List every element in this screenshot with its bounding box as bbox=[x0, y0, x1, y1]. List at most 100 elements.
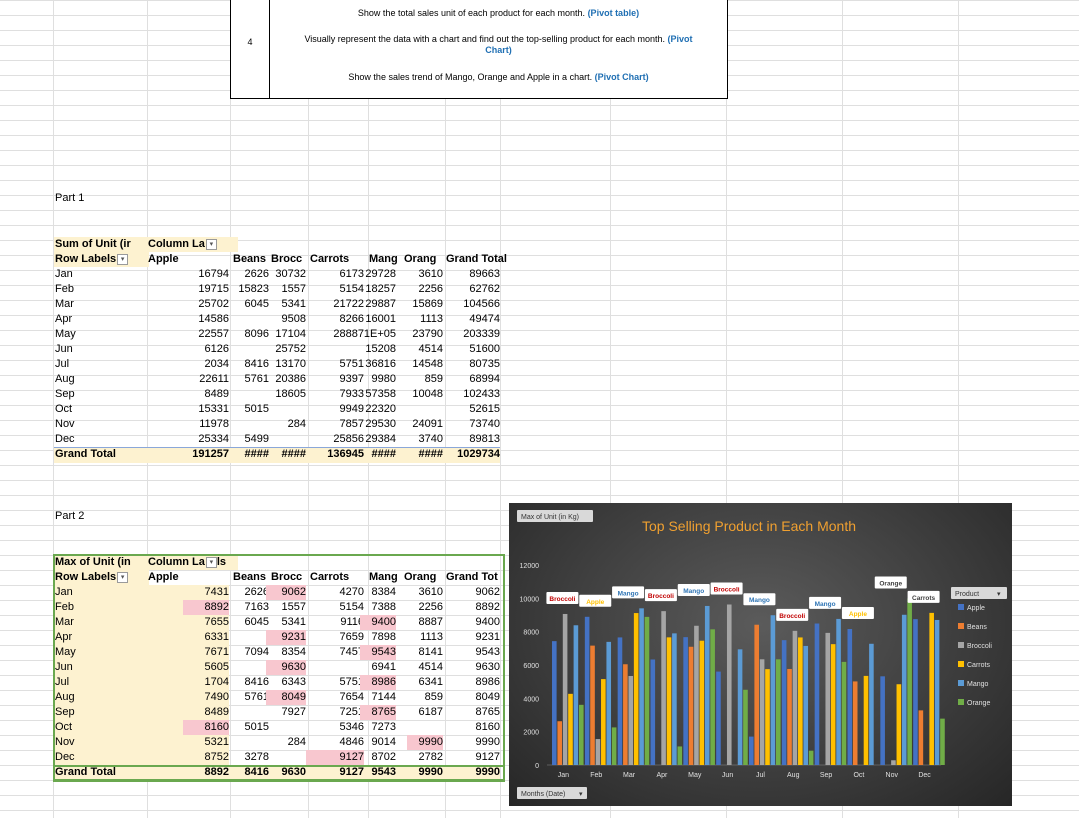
row-labels-header[interactable]: Row Labels ▾ bbox=[55, 570, 147, 585]
value-cell bbox=[266, 402, 306, 417]
grand-total-value: 1029734 bbox=[457, 448, 500, 460]
value-cell: 25702 bbox=[198, 298, 229, 310]
value-cell: 102433 bbox=[463, 388, 500, 400]
column-header-beans[interactable]: Beans bbox=[233, 571, 267, 583]
row-filter-dropdown-icon[interactable]: ▾ bbox=[117, 253, 129, 265]
column-header-carrots[interactable]: Carrots bbox=[310, 253, 350, 265]
value-cell: 9127 bbox=[475, 751, 500, 763]
bar-mango-dec bbox=[934, 619, 940, 765]
value-cell: 3610 bbox=[418, 586, 443, 598]
value-cell: 5015 bbox=[244, 403, 269, 415]
legend-item-mango: Mango bbox=[967, 681, 989, 688]
value-cell: 5321 bbox=[204, 736, 229, 748]
bar-mango-mar bbox=[639, 608, 644, 765]
value-cell: 9400 bbox=[360, 615, 396, 630]
value-cell: 5154 bbox=[339, 601, 364, 613]
value-cell: 8892 bbox=[183, 600, 229, 615]
column-filter-dropdown-icon[interactable]: ▾ bbox=[205, 238, 217, 250]
column-header-apple[interactable]: Apple bbox=[148, 571, 179, 583]
pivot-value-field[interactable]: Sum of Unit (ir bbox=[55, 237, 147, 252]
value-cell: 6341 bbox=[418, 676, 443, 688]
value-cell: 36816 bbox=[365, 358, 396, 370]
bar-mango-feb bbox=[606, 641, 612, 765]
value-cell: 1557 bbox=[281, 283, 306, 295]
callout-box bbox=[612, 586, 645, 599]
column-header-grand-total[interactable]: Grand Total bbox=[446, 253, 507, 265]
value-cell: 284 bbox=[287, 418, 306, 430]
value-cell: 7659 bbox=[339, 631, 364, 643]
task-line-1-text: Show the total sales unit of each produc… bbox=[357, 8, 588, 18]
column-labels-text: Column La bbox=[148, 556, 205, 568]
value-cell: 7144 bbox=[371, 691, 396, 703]
bar-apple-jun bbox=[716, 671, 721, 765]
value-cell: 62762 bbox=[469, 283, 500, 295]
y-tick-label: 12000 bbox=[520, 563, 540, 570]
column-filter-dropdown-icon[interactable]: ▾ bbox=[205, 556, 217, 568]
bar-broccoli-feb bbox=[595, 739, 601, 765]
column-header-mang[interactable]: Mang bbox=[369, 571, 398, 583]
value-cell: 7457 bbox=[339, 646, 364, 658]
value-cell: 9116 bbox=[340, 616, 364, 628]
value-cell: 7857 bbox=[339, 418, 364, 430]
column-labels-header[interactable]: Column La ▾ bbox=[148, 237, 238, 252]
column-header-orang[interactable]: Orang bbox=[404, 253, 437, 265]
column-header-beans[interactable]: Beans bbox=[233, 253, 267, 265]
bar-mango-oct bbox=[869, 643, 874, 765]
value-cell: 68994 bbox=[469, 373, 500, 385]
value-cell: 25334 bbox=[198, 433, 229, 445]
task-line-2b-highlight: Chart) bbox=[485, 45, 512, 55]
bar-broccoli-jun bbox=[726, 604, 732, 765]
column-header-carrots[interactable]: Carrots bbox=[310, 571, 350, 583]
value-cell: 7251 bbox=[339, 706, 364, 718]
callout-box bbox=[710, 582, 743, 595]
column-header-brocc[interactable]: Brocc bbox=[271, 571, 303, 583]
value-cell: 8892 bbox=[475, 601, 500, 613]
callout-label: Broccoli bbox=[648, 593, 674, 600]
row-label-dec: Dec bbox=[55, 433, 75, 445]
bar-orange-may bbox=[710, 629, 715, 765]
row-filter-dropdown-icon[interactable]: ▾ bbox=[117, 571, 129, 583]
grand-total-value: 136945 bbox=[327, 448, 364, 460]
x-tick-label: May bbox=[688, 772, 702, 779]
pivot-chart[interactable]: Max of Unit (in Kg) Top Selling Product i… bbox=[509, 503, 1012, 806]
value-cell: 21722 bbox=[333, 298, 364, 310]
callout-box bbox=[644, 589, 677, 602]
row-labels-header[interactable]: Row Labels ▾ bbox=[55, 252, 147, 267]
value-cell: 859 bbox=[424, 691, 443, 703]
column-labels-tail: ls bbox=[216, 556, 227, 568]
part1-label: Part 1 bbox=[55, 192, 85, 204]
value-cell: 9231 bbox=[475, 631, 500, 643]
value-cell: 2034 bbox=[204, 358, 229, 370]
row-label-jul: Jul bbox=[55, 676, 70, 688]
row-label-sep: Sep bbox=[55, 706, 75, 718]
value-cell: 14586 bbox=[198, 313, 229, 325]
bar-orange-jul bbox=[776, 659, 781, 765]
grand-total-value: 9990 bbox=[418, 766, 443, 778]
value-cell bbox=[306, 342, 364, 357]
value-cell: 5751 bbox=[339, 676, 364, 688]
grand-total-value: 9543 bbox=[371, 766, 396, 778]
value-cell: 5499 bbox=[244, 433, 269, 445]
bar-apple-may bbox=[683, 637, 688, 765]
value-cell: 7094 bbox=[244, 646, 269, 658]
row-band bbox=[54, 750, 147, 765]
value-cell: 4270 bbox=[339, 586, 364, 598]
column-labels-header[interactable]: Column La ▾ ls bbox=[148, 555, 238, 570]
chart-title: Top Selling Product in Each Month bbox=[642, 518, 856, 534]
pivot-value-field[interactable]: Max of Unit (in bbox=[55, 555, 147, 570]
bar-carrots-nov bbox=[896, 684, 902, 765]
value-cell: 8986 bbox=[360, 675, 396, 690]
column-header-orang[interactable]: Orang bbox=[404, 571, 437, 583]
value-cell: 1113 bbox=[420, 631, 443, 643]
column-header-brocc[interactable]: Brocc bbox=[271, 253, 303, 265]
column-header-apple[interactable]: Apple bbox=[148, 253, 179, 265]
grand-total-label: Grand Total bbox=[55, 766, 116, 778]
value-cell: 3278 bbox=[244, 751, 269, 763]
row-label-apr: Apr bbox=[55, 313, 73, 325]
legend-item-orange: Orange bbox=[967, 700, 990, 707]
column-header-grand-tot[interactable]: Grand Tot bbox=[446, 571, 498, 583]
column-header-mang[interactable]: Mang bbox=[369, 253, 398, 265]
value-cell: 9630 bbox=[475, 661, 500, 673]
bar-mango-may bbox=[704, 605, 710, 765]
value-cell: 7388 bbox=[371, 601, 396, 613]
